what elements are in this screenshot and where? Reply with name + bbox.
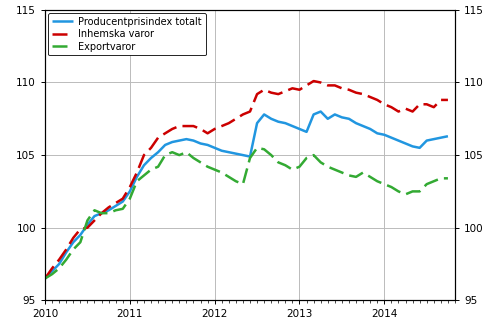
Producentprisindex totalt bbox=[388, 136, 394, 140]
Producentprisindex totalt bbox=[141, 163, 147, 167]
Exportvaror bbox=[141, 174, 147, 178]
Producentprisindex totalt bbox=[445, 134, 451, 138]
Inhemska varor bbox=[346, 88, 352, 92]
Exportvaror bbox=[42, 277, 48, 280]
Inhemska varor bbox=[318, 81, 324, 84]
Legend: Producentprisindex totalt, Inhemska varor, Exportvaror: Producentprisindex totalt, Inhemska varo… bbox=[48, 13, 205, 55]
Line: Inhemska varor: Inhemska varor bbox=[45, 81, 448, 279]
Inhemska varor bbox=[445, 98, 451, 102]
Inhemska varor bbox=[310, 79, 316, 83]
Exportvaror bbox=[254, 146, 260, 150]
Inhemska varor bbox=[388, 105, 394, 109]
Exportvaror bbox=[318, 160, 324, 164]
Exportvaror bbox=[431, 179, 437, 183]
Producentprisindex totalt bbox=[134, 175, 140, 179]
Producentprisindex totalt bbox=[42, 277, 48, 280]
Exportvaror bbox=[134, 179, 140, 183]
Producentprisindex totalt bbox=[431, 137, 437, 141]
Inhemska varor bbox=[431, 105, 437, 109]
Exportvaror bbox=[445, 176, 451, 180]
Line: Exportvaror: Exportvaror bbox=[45, 148, 448, 279]
Exportvaror bbox=[388, 185, 394, 189]
Producentprisindex totalt bbox=[318, 110, 324, 114]
Line: Producentprisindex totalt: Producentprisindex totalt bbox=[45, 112, 448, 279]
Inhemska varor bbox=[42, 277, 48, 280]
Producentprisindex totalt bbox=[310, 113, 316, 116]
Exportvaror bbox=[346, 174, 352, 178]
Producentprisindex totalt bbox=[346, 117, 352, 121]
Inhemska varor bbox=[134, 171, 140, 175]
Inhemska varor bbox=[141, 153, 147, 157]
